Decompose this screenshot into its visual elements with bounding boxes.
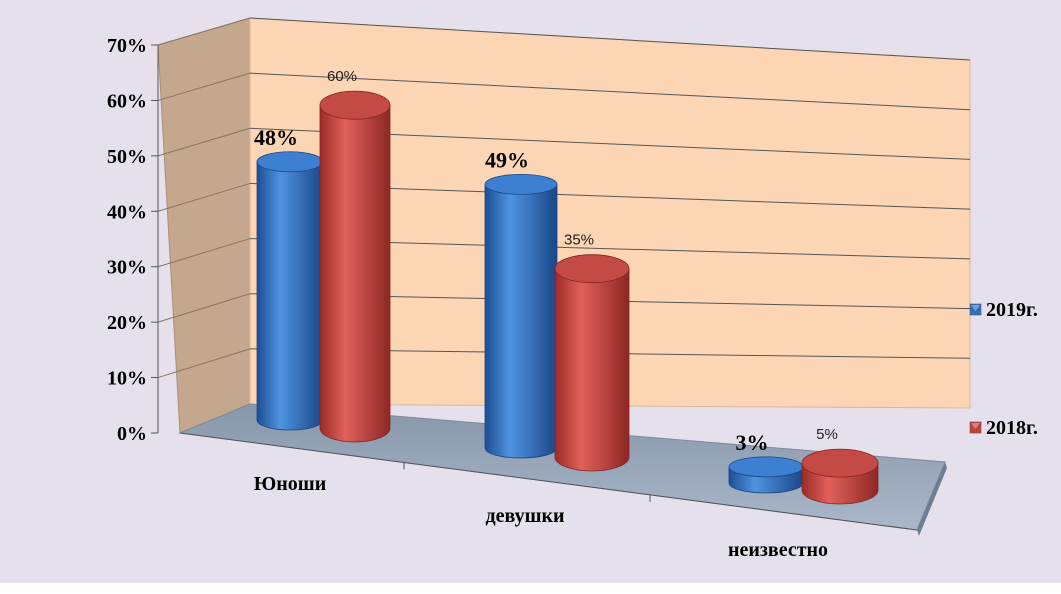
- bar-body: [554, 268, 630, 472]
- gridline-side: [157, 348, 251, 379]
- gridline-side: [157, 127, 251, 157]
- bar-2019: [484, 173, 558, 459]
- y-tick-label: 60%: [107, 90, 147, 112]
- y-tick-label: 40%: [107, 201, 147, 223]
- y-tick-label: 0%: [117, 423, 147, 445]
- data-label: 3%: [736, 430, 769, 455]
- bar-top: [484, 173, 558, 195]
- data-label: 48%: [254, 125, 298, 150]
- x-tick-label: Юноши: [254, 473, 326, 495]
- data-labels: 48% 60% 49% 35% 3% 5%: [254, 68, 838, 455]
- data-label: 35%: [564, 232, 594, 249]
- gridline-side: [157, 72, 251, 101]
- bar-body: [484, 183, 558, 459]
- legend-swatch-shine: [971, 423, 980, 429]
- bar-top: [801, 448, 879, 478]
- gridline-back: [249, 17, 971, 61]
- legend-swatch: [969, 421, 982, 434]
- bar-top: [256, 151, 324, 173]
- y-axis: 0% 10% 20% 30% 40% 50% 60% 70%: [107, 35, 159, 445]
- bar-2018: [801, 448, 879, 505]
- y-tick-label: 30%: [107, 257, 147, 279]
- legend-label: 2018г.: [986, 417, 1038, 439]
- data-label: 60%: [327, 68, 357, 85]
- x-axis: Юноши девушки неизвестно: [179, 432, 918, 561]
- data-label: 49%: [485, 147, 529, 172]
- gridline-side: [157, 238, 251, 268]
- bar-top: [319, 90, 391, 120]
- x-tick-label: девушки: [485, 505, 564, 527]
- y-tick-label: 50%: [107, 146, 147, 168]
- y-tick-label: 20%: [107, 312, 147, 334]
- legend-swatch-shine: [971, 305, 980, 311]
- gridline-back: [249, 72, 971, 111]
- floor-front-edge: [917, 462, 947, 536]
- side-wall: [157, 17, 251, 434]
- gridline-side: [157, 293, 251, 323]
- legend-label: 2019г.: [986, 299, 1038, 321]
- bar-top: [554, 254, 630, 284]
- x-tick-label: неизвестно: [728, 539, 828, 561]
- bar-2018: [554, 254, 630, 472]
- legend-swatch: [969, 303, 982, 316]
- bar-2019: [256, 151, 324, 431]
- gridline-side: [157, 17, 251, 46]
- y-tick-label: 70%: [107, 35, 147, 57]
- bar-body: [319, 104, 391, 443]
- bar-2018: [319, 90, 391, 443]
- bar-top: [728, 456, 804, 478]
- y-tick-label: 10%: [107, 368, 147, 390]
- legend-item: 2019г.: [969, 299, 1038, 321]
- bar-body: [256, 161, 324, 431]
- bars: [256, 90, 879, 505]
- bar-2019: [728, 456, 804, 494]
- gridline-side: [157, 182, 251, 212]
- data-label: 5%: [816, 426, 838, 443]
- legend-item: 2018г.: [969, 417, 1038, 439]
- legend: 2019г. 2018г.: [969, 299, 1038, 439]
